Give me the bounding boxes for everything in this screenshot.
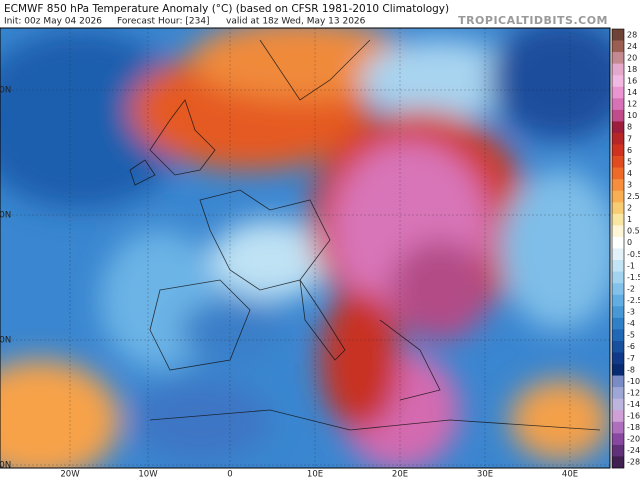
colorbar-box bbox=[612, 456, 624, 469]
colorbar-label: 2.5 bbox=[627, 192, 640, 201]
colorbar-box bbox=[612, 329, 624, 342]
colorbar-label: -20 bbox=[627, 435, 640, 444]
site-name: TROPICALTIDBITS.COM bbox=[458, 14, 608, 27]
axis-labels: 60N 50N 40N 30N 20W 10W 0 10E 20E 30E 40E bbox=[0, 86, 578, 480]
colorbar-label: 10 bbox=[627, 111, 637, 120]
colorbar-label: -10 bbox=[627, 377, 640, 386]
colorbar-box bbox=[612, 236, 624, 249]
colorbar-box bbox=[612, 283, 624, 296]
colorbar-box bbox=[612, 109, 624, 122]
colorbar-label: 4 bbox=[627, 169, 632, 178]
colorbar-box bbox=[612, 202, 624, 215]
colorbar-label: 1 bbox=[627, 215, 632, 224]
valid-time: valid at 18z Wed, May 13 2026 bbox=[226, 17, 366, 27]
map-frame bbox=[0, 27, 611, 469]
colorbar-box bbox=[612, 352, 624, 365]
colorbar-box bbox=[612, 410, 624, 423]
colorbar-box bbox=[612, 444, 624, 457]
colorbar-box bbox=[612, 398, 624, 411]
colorbar-box bbox=[612, 433, 624, 446]
colorbar-box bbox=[612, 98, 624, 111]
colorbar-box bbox=[612, 317, 624, 330]
colorbar-label: -18 bbox=[627, 423, 640, 432]
colorbar-box bbox=[612, 375, 624, 388]
colorbar-label: -6 bbox=[627, 342, 635, 351]
latitude-label: 30N bbox=[0, 461, 11, 471]
colorbar-label: -12 bbox=[627, 388, 640, 397]
colorbar-label: -3 bbox=[627, 308, 635, 317]
colorbar-label: 8 bbox=[627, 123, 632, 132]
colorbar-label: 18 bbox=[627, 65, 637, 74]
colorbar-box bbox=[612, 294, 624, 307]
colorbar-box bbox=[612, 190, 624, 203]
longitude-label: 20W bbox=[60, 470, 80, 480]
colorbar-box bbox=[612, 121, 624, 134]
colorbar-box bbox=[612, 167, 624, 180]
colorbar-label: 28 bbox=[627, 30, 637, 39]
colorbar: 28 24 20 18 16 14 12 10 8 7 6 5 4 3 2.5 2 1 0.5 0 -0.5 -1 -1.… bbox=[611, 28, 640, 469]
colorbar-label: 20 bbox=[627, 53, 637, 62]
colorbar-label: -24 bbox=[627, 446, 640, 455]
forecast-hour: Forecast Hour: [234] bbox=[117, 17, 210, 27]
latitude-label: 40N bbox=[0, 336, 11, 346]
longitude-label: 10E bbox=[307, 470, 323, 480]
colorbar-label: 7 bbox=[627, 134, 632, 143]
colorbar-label: -5 bbox=[627, 331, 635, 340]
colorbar-box bbox=[612, 52, 624, 64]
longitude-label: 30E bbox=[477, 470, 493, 480]
colorbar-label: 0.5 bbox=[627, 227, 640, 236]
colorbar-label: 6 bbox=[627, 146, 632, 155]
colorbar-label: -2 bbox=[627, 284, 635, 293]
colorbar-box bbox=[612, 248, 624, 261]
colorbar-box bbox=[612, 306, 624, 319]
longitude-label: 10W bbox=[138, 470, 158, 480]
colorbar-box bbox=[612, 271, 624, 284]
map bbox=[0, 28, 610, 468]
colorbar-label: 0 bbox=[627, 238, 632, 247]
longitude-label: 20E bbox=[392, 470, 408, 480]
colorbar-box bbox=[612, 132, 624, 145]
colorbar-label: -7 bbox=[627, 354, 635, 363]
colorbar-label: 12 bbox=[627, 100, 637, 109]
colorbar-label: 2 bbox=[627, 204, 632, 213]
init-time: Init: 00z May 04 2026 bbox=[4, 17, 102, 27]
colorbar-box bbox=[612, 144, 624, 157]
colorbar-box bbox=[612, 225, 624, 238]
longitude-label: 0 bbox=[227, 470, 232, 480]
colorbar-box bbox=[612, 179, 624, 192]
colorbar-label: -28 bbox=[627, 458, 640, 467]
longitude-label: 40E bbox=[562, 470, 578, 480]
colorbar-box bbox=[612, 40, 624, 53]
title: ECMWF 850 hPa Temperature Anomaly (°C) (… bbox=[4, 3, 449, 15]
colorbar-label: -14 bbox=[627, 400, 640, 409]
colorbar-label: 14 bbox=[627, 88, 637, 97]
colorbar-label: 24 bbox=[627, 42, 637, 51]
colorbar-box bbox=[612, 340, 624, 353]
colorbar-label: 5 bbox=[627, 157, 632, 166]
colorbar-box bbox=[612, 86, 624, 99]
colorbar-label: 16 bbox=[627, 76, 637, 85]
colorbar-label: -8 bbox=[627, 365, 635, 374]
colorbar-label: -1.5 bbox=[627, 273, 640, 282]
colorbar-label: 3 bbox=[627, 180, 632, 189]
colorbar-box bbox=[612, 75, 624, 88]
colorbar-label: -4 bbox=[627, 319, 635, 328]
colorbar-label: -1 bbox=[627, 261, 635, 270]
colorbar-label: -0.5 bbox=[627, 250, 640, 259]
latitude-label: 60N bbox=[0, 86, 11, 96]
colorbar-box bbox=[612, 63, 624, 76]
latitude-label: 50N bbox=[0, 211, 11, 221]
colorbar-frame bbox=[611, 28, 625, 469]
colorbar-box bbox=[612, 213, 624, 226]
colorbar-label: -2.5 bbox=[627, 296, 640, 305]
colorbar-box bbox=[612, 421, 624, 434]
colorbar-box bbox=[612, 387, 624, 399]
colorbar-box bbox=[612, 156, 624, 168]
colorbar-label: -16 bbox=[627, 412, 640, 421]
colorbar-box bbox=[612, 260, 624, 272]
colorbar-box bbox=[612, 364, 624, 376]
colorbar-box bbox=[612, 29, 624, 41]
